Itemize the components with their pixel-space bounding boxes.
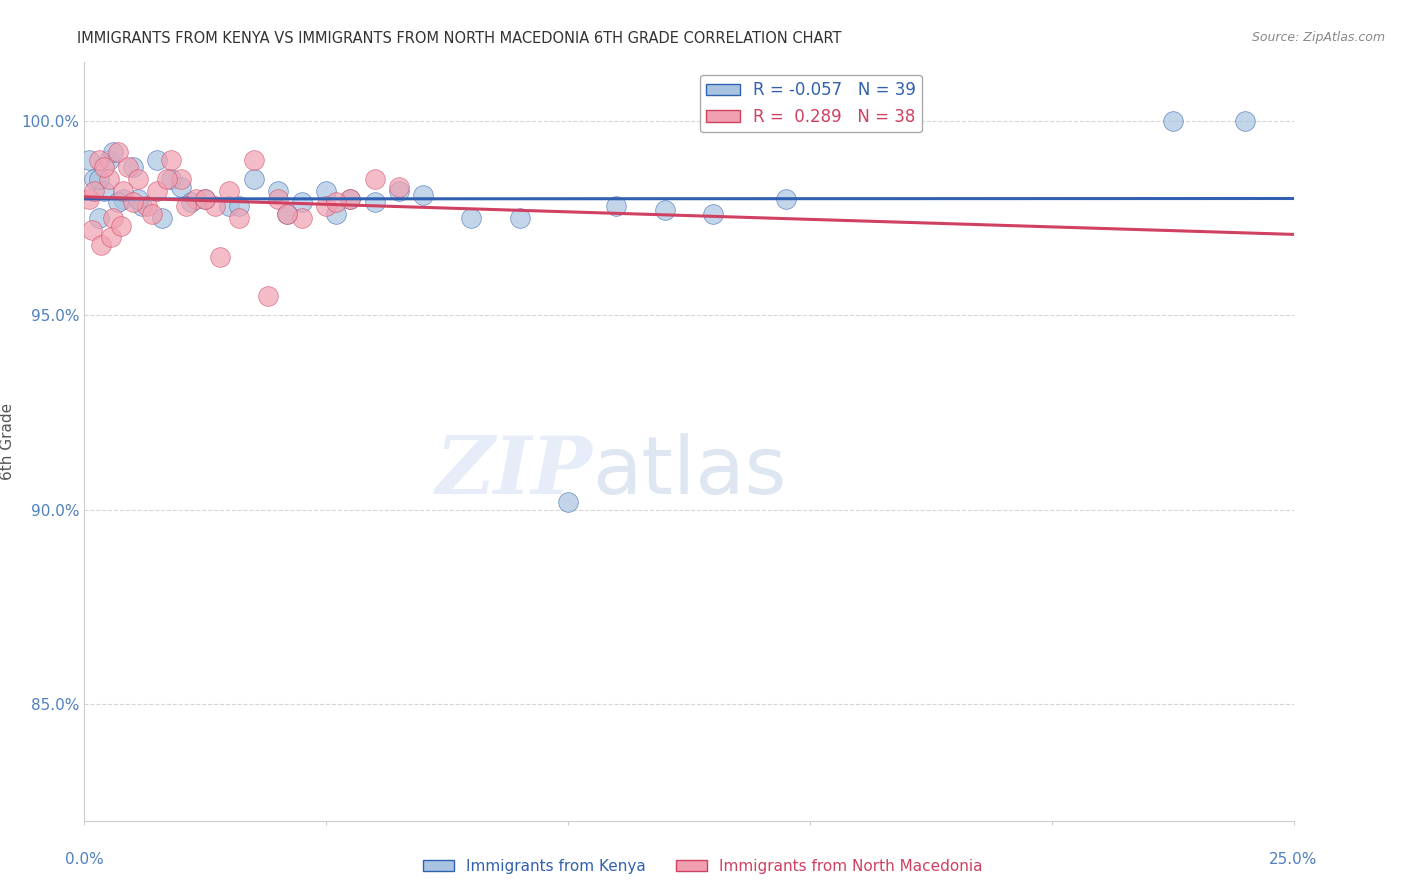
Point <box>83 184 105 198</box>
Point <box>1234 113 1257 128</box>
Point <box>460 211 482 225</box>
Point <box>1161 113 1184 128</box>
Point <box>93 184 115 198</box>
Point <box>194 192 217 206</box>
Point <box>654 203 676 218</box>
Point <box>150 211 173 225</box>
Point <box>121 195 143 210</box>
Point <box>131 199 153 213</box>
Point <box>103 145 125 159</box>
Point <box>557 495 579 509</box>
Point <box>242 153 264 167</box>
Point <box>184 192 207 206</box>
Point <box>194 192 217 206</box>
Point <box>509 211 531 225</box>
Y-axis label: 6th Grade: 6th Grade <box>0 403 14 480</box>
Point <box>112 192 135 206</box>
Point <box>325 207 347 221</box>
Point <box>339 192 361 206</box>
Text: 25.0%: 25.0% <box>1270 852 1317 867</box>
Point <box>276 207 298 221</box>
Point <box>388 179 411 194</box>
Point <box>90 238 112 252</box>
Point <box>77 192 100 206</box>
Point <box>127 172 149 186</box>
Point <box>146 153 169 167</box>
Point <box>267 184 290 198</box>
Point <box>160 153 183 167</box>
Text: atlas: atlas <box>592 433 786 511</box>
Text: Source: ZipAtlas.com: Source: ZipAtlas.com <box>1251 31 1385 45</box>
Text: 0.0%: 0.0% <box>65 852 104 867</box>
Point <box>77 153 100 167</box>
Point <box>87 211 110 225</box>
Point <box>170 172 193 186</box>
Point <box>363 172 385 186</box>
Point <box>228 211 250 225</box>
Point <box>388 184 411 198</box>
Point <box>107 195 129 210</box>
Point <box>605 199 627 213</box>
Point <box>80 222 103 236</box>
Point <box>218 199 240 213</box>
Point <box>291 211 314 225</box>
Text: IMMIGRANTS FROM KENYA VS IMMIGRANTS FROM NORTH MACEDONIA 6TH GRADE CORRELATION C: IMMIGRANTS FROM KENYA VS IMMIGRANTS FROM… <box>77 31 842 46</box>
Point <box>291 195 314 210</box>
Point <box>315 184 337 198</box>
Point <box>363 195 385 210</box>
Point <box>315 199 337 213</box>
Legend: Immigrants from Kenya, Immigrants from North Macedonia: Immigrants from Kenya, Immigrants from N… <box>418 853 988 880</box>
Point <box>146 184 169 198</box>
Point <box>136 199 159 213</box>
Legend: R = -0.057   N = 39, R =  0.289   N = 38: R = -0.057 N = 39, R = 0.289 N = 38 <box>700 75 922 132</box>
Point <box>170 179 193 194</box>
Point <box>117 161 139 175</box>
Point <box>267 192 290 206</box>
Point <box>180 195 202 210</box>
Point <box>141 207 163 221</box>
Point <box>775 192 797 206</box>
Point <box>87 153 110 167</box>
Point <box>160 172 183 186</box>
Point <box>83 172 105 186</box>
Point <box>93 161 115 175</box>
Point <box>100 230 122 244</box>
Point <box>276 207 298 221</box>
Point <box>103 211 125 225</box>
Point <box>228 199 250 213</box>
Point <box>174 199 197 213</box>
Point <box>257 289 280 303</box>
Point <box>339 192 361 206</box>
Point <box>107 145 129 159</box>
Point <box>97 153 120 167</box>
Point <box>97 172 120 186</box>
Point <box>87 172 110 186</box>
Point <box>218 184 240 198</box>
Point <box>702 207 724 221</box>
Text: ZIP: ZIP <box>436 434 592 510</box>
Point <box>208 250 231 264</box>
Point <box>155 172 177 186</box>
Point <box>242 172 264 186</box>
Point <box>112 184 135 198</box>
Point <box>121 161 143 175</box>
Point <box>412 187 434 202</box>
Point <box>127 192 149 206</box>
Point <box>204 199 226 213</box>
Point <box>110 219 132 233</box>
Point <box>325 195 347 210</box>
